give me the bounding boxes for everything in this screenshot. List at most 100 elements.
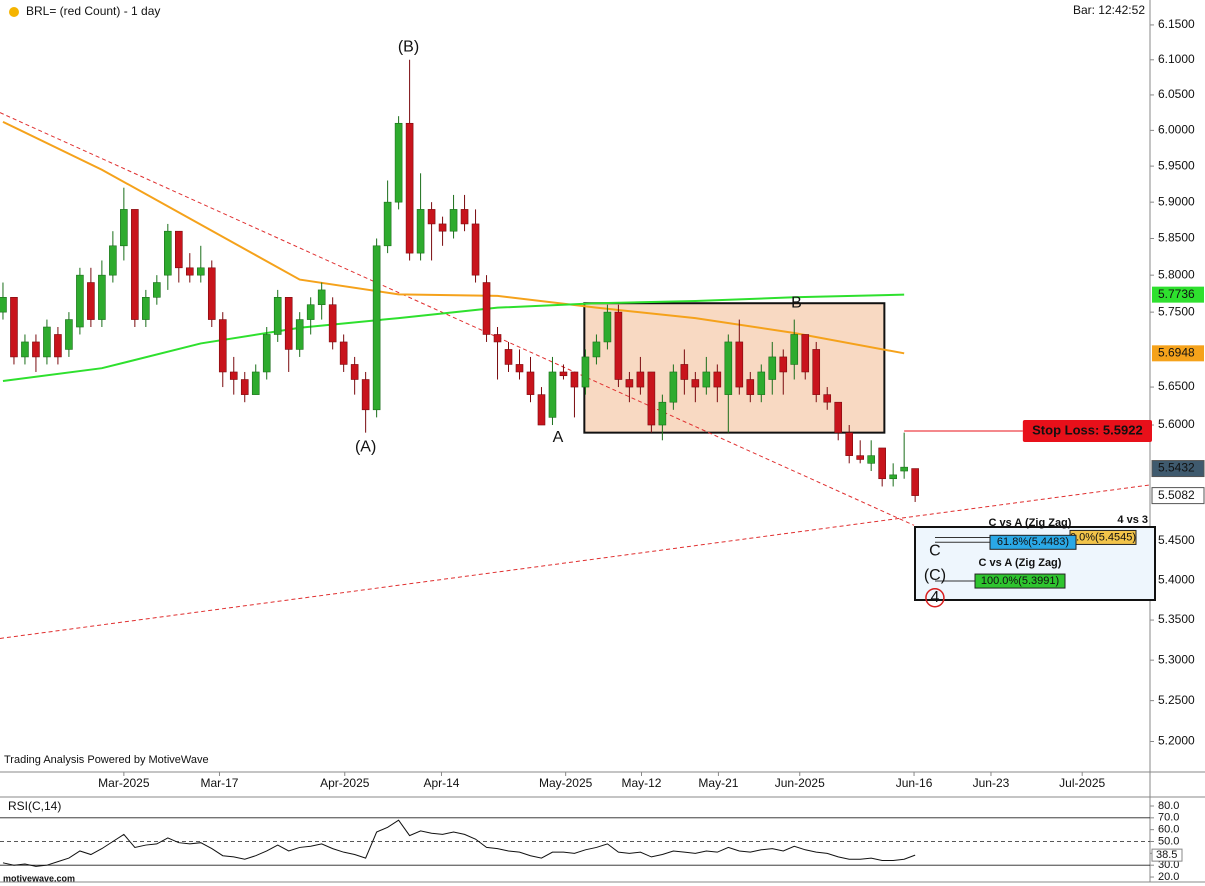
fib-level-box	[989, 534, 1077, 550]
x-tick-label: Jul-2025	[1059, 776, 1105, 790]
candle-body	[911, 468, 919, 496]
y-tick-label: 5.9000	[1158, 194, 1195, 208]
trend-line	[0, 112, 915, 526]
moving-average	[2, 293, 905, 383]
candle-body	[306, 304, 315, 320]
rsi-tick-label: 50.0	[1158, 835, 1179, 847]
wave-label: 4	[930, 589, 939, 606]
candle-body	[427, 209, 436, 225]
y-tick-label: 6.0500	[1158, 87, 1195, 101]
plot-layer	[0, 59, 1151, 639]
candle-body	[482, 282, 491, 335]
candle-body	[153, 282, 161, 298]
ma-value-label: 5.6948	[1158, 346, 1195, 360]
candle-body	[900, 466, 908, 472]
rsi-tick-label: 20.0	[1158, 871, 1179, 883]
trend-line	[0, 484, 1151, 639]
candle-body	[658, 401, 667, 426]
y-tick-label: 5.3000	[1158, 652, 1195, 666]
x-tick-label: Mar-17	[200, 776, 238, 790]
y-tick-label: 5.4500	[1158, 533, 1195, 547]
y-tick-label: 6.1000	[1158, 52, 1195, 66]
candle-body	[559, 371, 568, 377]
candle-body	[98, 274, 106, 320]
last-price-box	[1151, 460, 1205, 478]
x-tick-label: Apr-14	[423, 776, 459, 790]
candle-body	[273, 297, 282, 335]
candle-body	[405, 122, 414, 254]
fib-level-box	[974, 573, 1066, 589]
candle-body	[65, 319, 73, 350]
candle-body	[10, 297, 18, 358]
candle-body	[43, 326, 51, 358]
candle-body	[548, 371, 557, 418]
y-tick-label: 5.8500	[1158, 231, 1195, 245]
candle-body	[372, 245, 381, 411]
candle-body	[570, 371, 579, 388]
wave-label: (C)	[924, 567, 946, 584]
candle-body	[218, 319, 227, 373]
x-tick-label: Apr-2025	[320, 776, 370, 790]
candle-body	[603, 311, 612, 343]
candle-body	[21, 341, 29, 358]
candle-body	[504, 349, 513, 365]
wave-label: (B)	[398, 38, 419, 55]
status-dot	[9, 7, 19, 17]
y-tick-label: 5.4000	[1158, 573, 1195, 587]
candle-body	[889, 474, 897, 480]
candle-body	[185, 267, 194, 276]
candle-body	[438, 223, 447, 232]
candle-body	[350, 364, 359, 380]
last-price-box	[1151, 487, 1205, 505]
candle-body	[878, 447, 886, 480]
stop-loss-label: Stop Loss: 5.5922	[1032, 422, 1143, 437]
candle-body	[339, 341, 348, 365]
y-tick-label: 5.9500	[1158, 158, 1195, 172]
candle-body	[460, 209, 469, 225]
fib-level-label: 100.0%(5.3991)	[981, 575, 1059, 587]
y-tick-label: 5.6000	[1158, 417, 1195, 431]
x-tick-label: May-2025	[539, 776, 593, 790]
candle-body	[361, 379, 370, 411]
candle-body	[317, 289, 326, 306]
fib-title: C vs A (Zig Zag)	[989, 517, 1072, 529]
candle-body	[515, 364, 524, 373]
y-tick-label: 5.2000	[1158, 734, 1195, 748]
candle-body	[647, 371, 656, 426]
rsi-title: RSI(C,14)	[8, 799, 61, 813]
candle-body	[867, 455, 875, 464]
y-tick-label: 5.7500	[1158, 304, 1195, 318]
candle-body	[757, 371, 766, 395]
wave-circle	[925, 588, 945, 608]
last-price-label: 5.5432	[1158, 461, 1195, 475]
candle-body	[131, 209, 139, 320]
x-tick-label: May-21	[698, 776, 738, 790]
y-tick-label: 6.0000	[1158, 123, 1195, 137]
candle-body	[702, 371, 711, 388]
candle-body	[801, 334, 810, 373]
y-tick-label: 5.3500	[1158, 612, 1195, 626]
candle-body	[76, 274, 84, 328]
candle-body	[845, 432, 854, 456]
chart-title: BRL= (red Count) - 1 day	[26, 4, 160, 18]
candle-body	[614, 311, 623, 380]
candle-body	[581, 356, 590, 388]
wave-label: (A)	[355, 438, 376, 455]
fib-corner: 4 vs 3	[1117, 514, 1148, 526]
candle-body	[790, 334, 799, 365]
candle-body	[54, 334, 62, 358]
y-tick-label: 5.8000	[1158, 267, 1195, 281]
moving-average	[2, 120, 905, 355]
candle-body	[636, 371, 645, 388]
last-price-label: 5.5082	[1158, 488, 1195, 502]
candle-body	[669, 371, 678, 403]
x-tick-label: May-12	[621, 776, 661, 790]
candle-body	[526, 371, 535, 395]
candle-body	[0, 297, 7, 313]
candle-body	[328, 304, 337, 343]
candle-body	[284, 297, 293, 350]
wave-label: A	[553, 429, 564, 446]
x-tick-label: Mar-2025	[98, 776, 150, 790]
candle-body	[262, 334, 271, 373]
